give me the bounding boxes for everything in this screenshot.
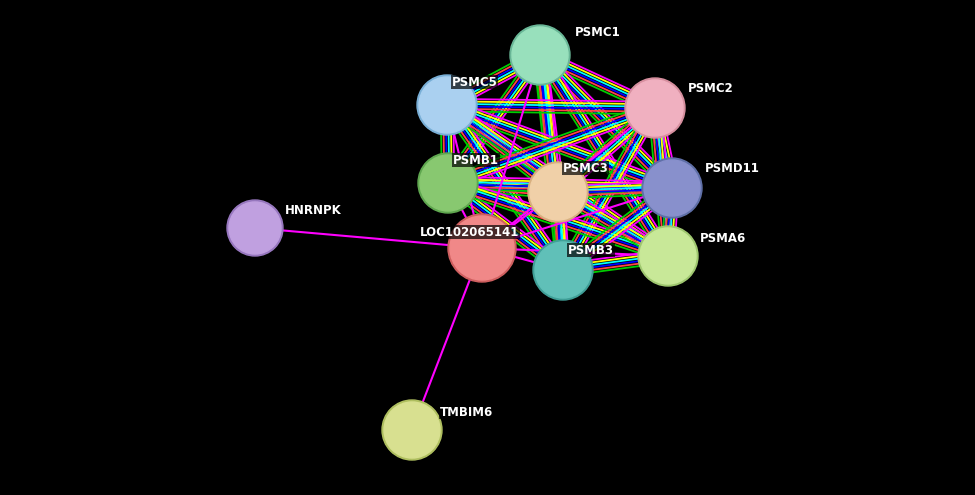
Circle shape <box>512 27 568 83</box>
Circle shape <box>638 226 698 286</box>
Circle shape <box>418 153 478 213</box>
Circle shape <box>640 228 696 284</box>
Circle shape <box>384 402 440 458</box>
Text: PSMA6: PSMA6 <box>700 232 746 245</box>
Circle shape <box>420 155 476 211</box>
Text: PSMC1: PSMC1 <box>575 26 621 39</box>
Circle shape <box>229 202 281 254</box>
Circle shape <box>450 216 514 280</box>
Circle shape <box>382 400 442 460</box>
Text: PSMC3: PSMC3 <box>563 161 608 175</box>
Circle shape <box>417 75 477 135</box>
Text: PSMB1: PSMB1 <box>453 153 499 166</box>
Circle shape <box>625 78 685 138</box>
Text: PSMD11: PSMD11 <box>705 161 760 175</box>
Circle shape <box>535 242 591 298</box>
Circle shape <box>627 80 683 136</box>
Text: PSMB3: PSMB3 <box>568 244 614 256</box>
Circle shape <box>533 240 593 300</box>
Text: HNRNPK: HNRNPK <box>285 203 342 216</box>
Circle shape <box>448 214 516 282</box>
Circle shape <box>510 25 570 85</box>
Text: LOC102065141: LOC102065141 <box>420 226 520 239</box>
Circle shape <box>644 160 700 216</box>
Text: TMBIM6: TMBIM6 <box>440 405 493 418</box>
Circle shape <box>528 162 588 222</box>
Text: PSMC2: PSMC2 <box>688 82 734 95</box>
Circle shape <box>227 200 283 256</box>
Text: PSMC5: PSMC5 <box>452 76 498 89</box>
Circle shape <box>642 158 702 218</box>
Circle shape <box>419 77 475 133</box>
Circle shape <box>530 164 586 220</box>
